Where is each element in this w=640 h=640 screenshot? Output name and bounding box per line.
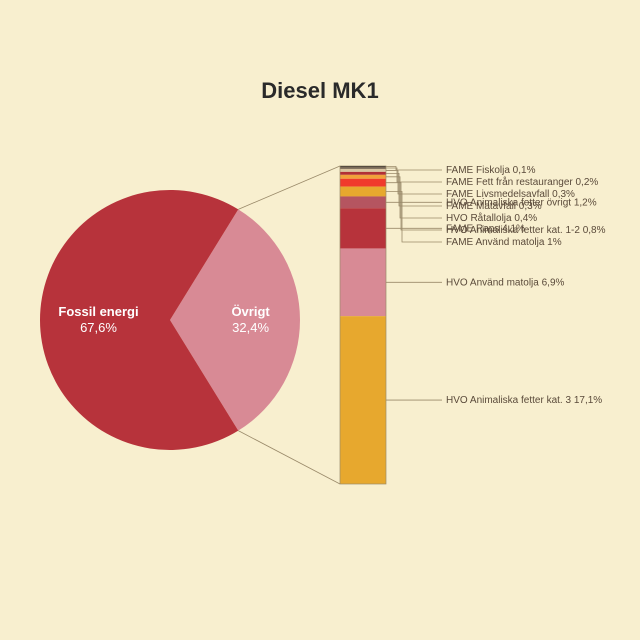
breakdown-label: HVO Råtallolja 0,4% (446, 212, 537, 224)
breakdown-segment (340, 208, 386, 248)
breakdown-label: FAME Raps 4,1% (446, 223, 525, 234)
leader-line (386, 192, 442, 242)
breakdown-segment (340, 167, 386, 169)
breakdown-segment (340, 316, 386, 484)
breakdown-label: FAME Fett från restauranger 0,2% (446, 176, 598, 188)
breakdown-label: FAME Använd matolja 1% (446, 237, 562, 248)
breakdown-label: HVO Animaliska fetter övrigt 1,2% (446, 197, 597, 208)
breakdown-segment (340, 169, 386, 172)
diesel-chart: Övrigt32,4% Fossil energi67,6% FAME Fiskol… (0, 0, 640, 640)
breakdown-segment (340, 179, 386, 187)
breakdown-segment (340, 172, 386, 175)
pie-slice-percent: 32,4% (232, 320, 269, 335)
breakdown-segment (340, 196, 386, 208)
breakdown-label: HVO Använd matolja 6,9% (446, 277, 565, 288)
breakdown-segment (340, 175, 386, 179)
pie-slice-label: Fossil energi (58, 304, 138, 319)
connector-line (238, 431, 340, 484)
leader-line (386, 173, 442, 206)
pie-slice-label: Övrigt (231, 304, 270, 319)
breakdown-segment (340, 187, 386, 197)
pie-slice-percent: 67,6% (80, 320, 117, 335)
breakdown-label: HVO Animaliska fetter kat. 3 17,1% (446, 395, 602, 406)
connector-line (238, 166, 340, 209)
breakdown-segment (340, 248, 386, 316)
breakdown-label: FAME Fiskolja 0,1% (446, 165, 536, 176)
